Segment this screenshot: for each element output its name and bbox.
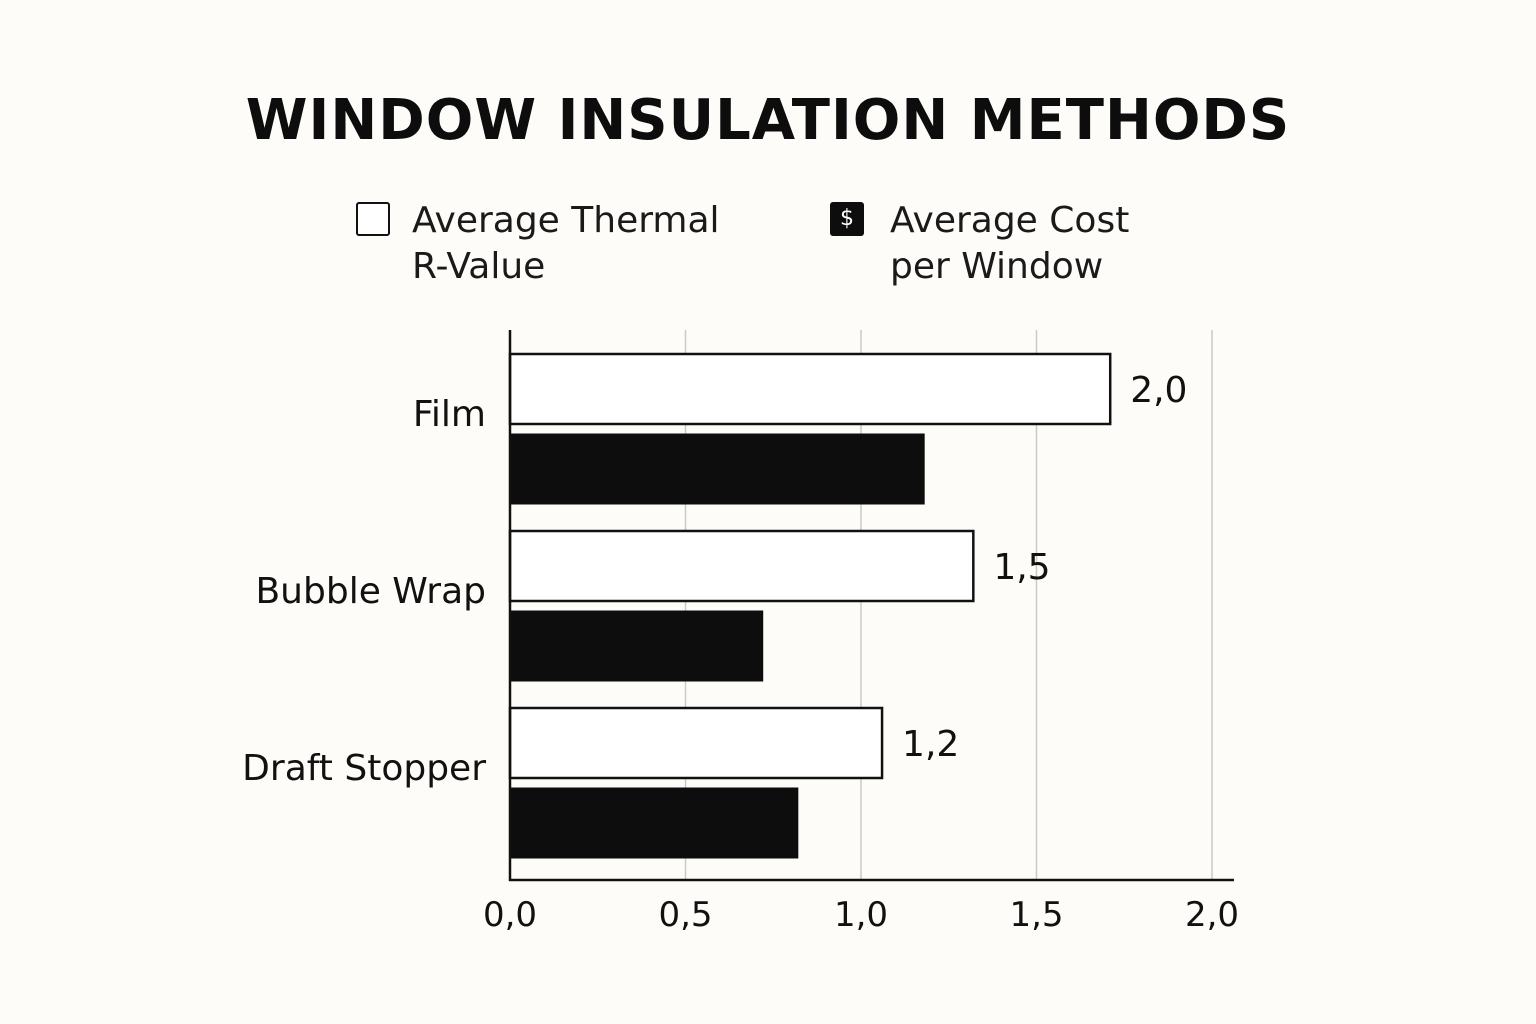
bar-value-label: 2,0 [1130,370,1187,411]
bar-thermal-r-value [508,706,884,780]
category-label: Film [413,394,486,435]
bar-cost-per-window [509,610,764,682]
legend-label-thermal-r-value: Average Thermal R-Value [412,198,742,290]
legend-swatch-outline [356,202,390,236]
x-tick-label: 0,5 [658,895,712,935]
legend: Average Thermal R-Value $ Average Cost p… [0,198,1536,298]
bar-value-label: 1,2 [902,724,959,765]
legend-label-line: R-Value [412,246,546,287]
legend-label-line: Average Thermal [412,200,720,241]
x-tick-label: 1,5 [1009,895,1063,935]
dollar-sign-icon: $ [830,202,864,236]
bar-cost-per-window [509,787,799,859]
bar-cost-per-window [509,433,925,505]
bar-thermal-r-value [508,352,1112,426]
x-tick-label: 1,0 [834,895,888,935]
bar-value-label: 1,5 [993,547,1050,588]
legend-label-line: Average Cost [890,200,1130,241]
category-label: Draft Stopper [242,748,486,789]
chart-title: WINDOW INSULATION METHODS [245,88,1291,153]
legend-label-line: per Window [890,246,1104,287]
x-tick-label: 0,0 [483,895,537,935]
bar-thermal-r-value [508,529,975,603]
legend-label-cost-per-window: Average Cost per Window [890,198,1220,290]
x-tick-label: 2,0 [1185,895,1239,935]
category-label: Bubble Wrap [255,571,486,612]
